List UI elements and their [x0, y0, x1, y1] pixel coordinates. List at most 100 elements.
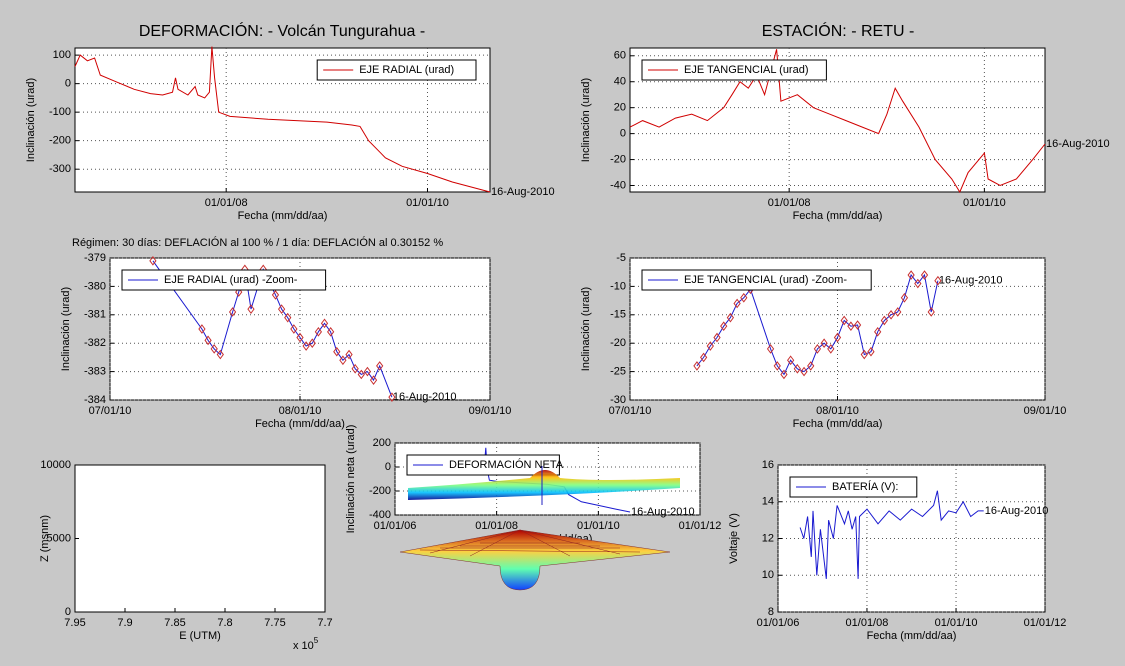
y-tick-label: 10	[762, 569, 774, 581]
legend-label: EJE TANGENCIAL (urad) -Zoom-	[684, 274, 847, 286]
legend-box	[641, 59, 827, 81]
marker	[706, 341, 714, 351]
y-tick-label: 100	[53, 49, 71, 61]
legend-box	[789, 476, 918, 498]
marker	[296, 332, 304, 343]
marker	[800, 366, 808, 377]
marker	[860, 349, 868, 360]
y-tick-label: -30	[610, 394, 626, 406]
figure-title: ESTACIÓN: - RETU -	[762, 21, 915, 40]
y-tick-label: -200	[49, 135, 71, 147]
marker	[907, 270, 915, 280]
end-label: 16-Aug-2010	[631, 506, 695, 518]
marker	[308, 338, 316, 349]
marker	[807, 361, 815, 371]
x-tick-label: 7.8	[217, 617, 232, 629]
marker	[216, 349, 224, 360]
y-tick-label: -382	[84, 337, 106, 349]
y-tick-label: 0	[385, 461, 391, 473]
x-tick-label: 01/01/08	[475, 520, 518, 532]
y-axis-label: Inclinación (urad)	[60, 287, 72, 371]
marker	[357, 369, 365, 380]
y-tick-label: 16	[762, 459, 774, 471]
marker	[314, 327, 323, 337]
marker	[247, 304, 255, 314]
y-tick-label: -300	[49, 163, 71, 175]
axis-multiplier: x 105	[293, 636, 319, 652]
multiplier-exponent: 5	[314, 636, 319, 645]
x-tick-label: 09/01/10	[469, 405, 512, 417]
marker	[894, 307, 902, 317]
y-axis-label: Inclinación neta (urad)	[345, 425, 357, 534]
marker	[887, 309, 895, 320]
marker	[914, 278, 922, 289]
y-axis-label: Inclinación (urad)	[25, 78, 37, 162]
y-tick-label: -400	[369, 509, 391, 521]
multiplier-base: x 10	[293, 640, 314, 652]
end-label: 16-Aug-2010	[985, 505, 1049, 517]
x-tick-label: 01/01/12	[1024, 617, 1067, 629]
x-tick-label: 08/01/10	[816, 405, 859, 417]
y-axis-label: Z (msnm)	[39, 515, 51, 562]
marker	[773, 361, 781, 371]
y-tick-label: 0	[620, 128, 626, 140]
figure-title: DEFORMACIÓN: - Volcán Tungurahua -	[139, 21, 425, 40]
y-tick-label: -10	[610, 280, 626, 292]
data-line	[696, 273, 939, 376]
marker	[874, 327, 882, 337]
marker	[210, 344, 218, 354]
x-axis-label: Fecha (mm/dd/aa)	[793, 418, 883, 430]
marker	[333, 346, 341, 357]
marker	[388, 392, 396, 402]
marker	[277, 304, 286, 314]
x-tick-label: 7.7	[317, 617, 332, 629]
marker	[813, 344, 822, 354]
y-tick-label: 60	[614, 50, 626, 62]
data-line	[799, 490, 984, 579]
marker	[833, 332, 842, 343]
marker	[327, 327, 335, 337]
y-axis-label: Inclinación (urad)	[580, 78, 592, 162]
marker	[847, 321, 855, 331]
x-tick-label: 7.95	[64, 617, 85, 629]
legend-box	[316, 59, 477, 81]
x-tick-label: 01/01/08	[846, 617, 889, 629]
marker	[793, 363, 801, 374]
marker	[198, 324, 206, 334]
marker	[840, 315, 848, 326]
y-tick-label: -200	[369, 485, 391, 497]
x-axis-label: Fecha (mm/dd/aa)	[867, 630, 957, 642]
y-tick-label: 200	[373, 437, 391, 449]
x-axis-label: Fecha (mm/dd/aa)	[238, 210, 328, 222]
marker	[853, 320, 862, 330]
marker	[235, 287, 243, 297]
x-tick-label: 07/01/10	[609, 405, 652, 417]
x-tick-label: 09/01/10	[1024, 405, 1067, 417]
y-axis-label: Voltaje (V)	[728, 513, 740, 564]
marker	[376, 361, 384, 371]
end-label: 16-Aug-2010	[393, 391, 457, 403]
legend-box	[406, 454, 560, 476]
legend-label: EJE TANGENCIAL (urad)	[684, 64, 809, 76]
x-axis-label: Fecha (mm/dd/aa)	[793, 210, 883, 222]
y-tick-label: -379	[84, 252, 106, 264]
marker	[867, 346, 875, 357]
marker	[726, 312, 735, 323]
x-axis-label: Fecha (mm/dd/aa)	[255, 418, 345, 430]
y-tick-label: -40	[610, 179, 626, 191]
y-tick-label: 14	[762, 496, 774, 508]
surface-decoration	[399, 466, 680, 591]
marker	[271, 290, 280, 300]
legend-label: EJE RADIAL (urad) -Zoom-	[164, 274, 298, 286]
x-axis-label: E (UTM)	[179, 630, 221, 642]
marker	[228, 307, 237, 317]
y-tick-label: 12	[762, 532, 774, 544]
regime-note: Régimen: 30 días: DEFLACIÓN al 100 % / 1…	[72, 236, 443, 249]
marker	[693, 361, 701, 371]
marker	[302, 341, 310, 351]
legend-label: DEFORMACIÓN NETA	[449, 458, 564, 471]
x-tick-label: 01/01/06	[757, 617, 800, 629]
end-label: 16-Aug-2010	[491, 186, 555, 198]
marker	[780, 369, 788, 380]
